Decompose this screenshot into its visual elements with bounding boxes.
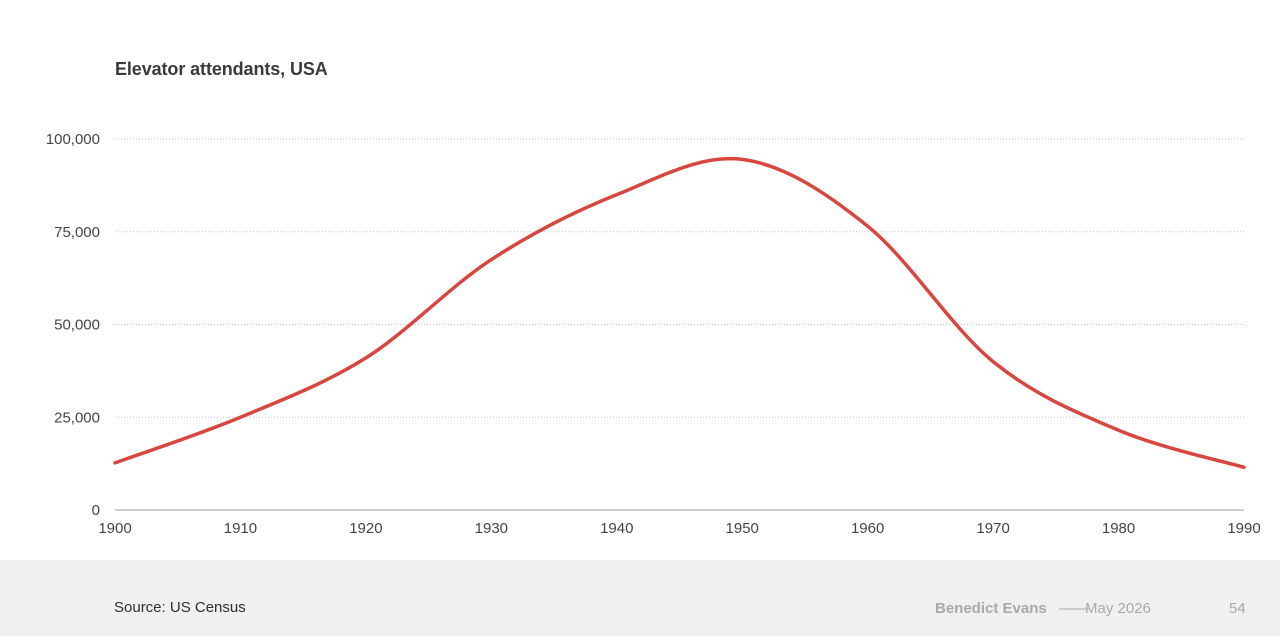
- presentation-date: May 2026: [1085, 600, 1151, 617]
- y-tick-label-2: 50,000: [54, 317, 100, 334]
- y-tick-label-0: 0: [92, 502, 100, 519]
- footer: Source: US Census Benedict Evans —— May …: [0, 560, 1280, 636]
- chart-title: Elevator attendants, USA: [115, 59, 328, 79]
- page-number: 54: [1229, 600, 1246, 617]
- brand-separator: ——: [1059, 600, 1089, 617]
- x-tick-label-7: 1970: [976, 520, 1009, 537]
- series-line-0: [113, 156, 1246, 470]
- x-tick-label-1: 1910: [224, 520, 257, 537]
- x-tick-label-9: 1990: [1227, 520, 1260, 537]
- source-note: Source: US Census: [114, 599, 246, 616]
- x-tick-label-8: 1980: [1102, 520, 1135, 537]
- x-tick-label-2: 1920: [349, 520, 382, 537]
- y-tick-label-3: 75,000: [54, 224, 100, 241]
- y-tick-label-4: 100,000: [46, 131, 100, 148]
- x-tick-label-0: 1900: [98, 520, 131, 537]
- brand-name: Benedict Evans: [935, 600, 1047, 617]
- line-chart: 0 25,000 50,000 75,000 100,000 1900 1910 1920 19…: [46, 131, 1261, 537]
- x-tick-label-4: 1940: [600, 520, 633, 537]
- slide: Elevator attendants, USA 0 25,000 50,000 75…: [45, 59, 1261, 537]
- x-tick-label-3: 1930: [475, 520, 508, 537]
- x-tick-label-5: 1950: [726, 520, 759, 537]
- y-tick-label-1: 25,000: [54, 409, 100, 426]
- x-tick-label-6: 1960: [851, 520, 884, 537]
